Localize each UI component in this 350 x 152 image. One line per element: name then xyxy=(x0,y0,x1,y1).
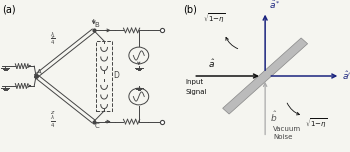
Text: (a): (a) xyxy=(2,5,15,15)
Text: $\sqrt{1{-}\eta}$: $\sqrt{1{-}\eta}$ xyxy=(305,117,327,130)
Text: C: C xyxy=(94,123,99,130)
Text: Noise: Noise xyxy=(273,134,292,140)
Text: Input: Input xyxy=(186,79,204,85)
Text: B: B xyxy=(94,22,99,28)
Text: $\frac{\lambda}{4}$: $\frac{\lambda}{4}$ xyxy=(50,114,56,130)
Bar xyxy=(97,41,112,111)
Text: A: A xyxy=(37,69,42,76)
Text: $z$: $z$ xyxy=(50,109,56,116)
Text: D: D xyxy=(113,71,119,81)
Text: $\hat{a}'$: $\hat{a}'$ xyxy=(342,70,350,82)
Text: $\hat{b}$: $\hat{b}$ xyxy=(270,110,278,124)
Text: $\hat{a}$: $\hat{a}$ xyxy=(208,57,215,70)
Text: $\frac{\lambda}{4}$: $\frac{\lambda}{4}$ xyxy=(50,31,56,47)
Bar xyxy=(223,38,308,114)
Text: $z$: $z$ xyxy=(50,34,56,41)
Text: Signal: Signal xyxy=(186,89,207,95)
Text: $\hat{a}^*$: $\hat{a}^*$ xyxy=(269,0,281,10)
Text: (b): (b) xyxy=(183,5,197,15)
Text: $\sqrt{1{-}\eta}$: $\sqrt{1{-}\eta}$ xyxy=(203,12,225,25)
Text: Vacuum: Vacuum xyxy=(273,126,301,132)
